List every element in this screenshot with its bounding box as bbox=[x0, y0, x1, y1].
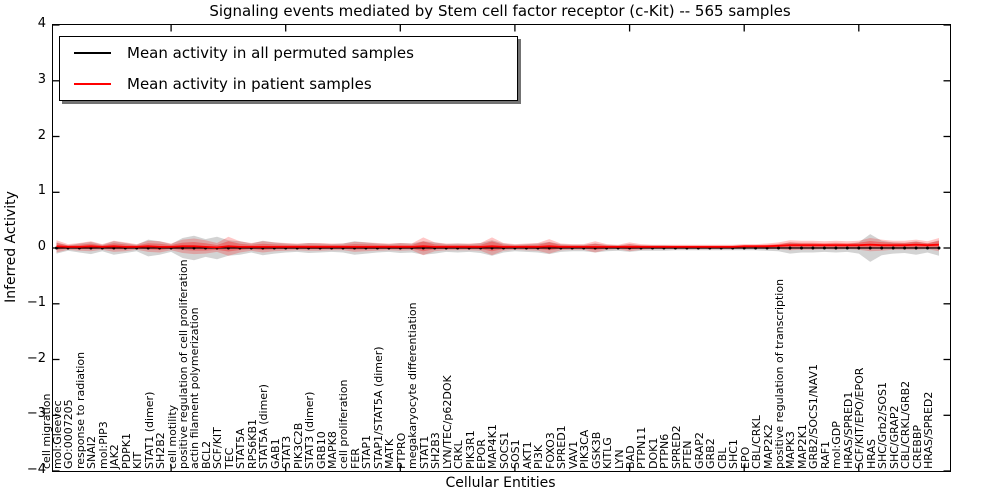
legend: Mean activity in all permuted samples Me… bbox=[59, 36, 518, 101]
data-point-marker bbox=[89, 246, 93, 250]
y-tick-label: −4 bbox=[26, 462, 46, 477]
data-point-marker bbox=[181, 246, 185, 250]
y-tick-label: 0 bbox=[37, 239, 46, 254]
data-point-marker bbox=[926, 246, 929, 250]
data-point-marker bbox=[112, 246, 116, 250]
x-tick-label: cell migration bbox=[39, 393, 53, 469]
y-tick-label: −3 bbox=[26, 406, 46, 422]
plot-area: cell migration mol:Gleevec GO:0007205 respo… bbox=[40, 24, 951, 472]
y-tick-label: 3 bbox=[37, 71, 46, 87]
permuted-line-swatch bbox=[74, 51, 111, 54]
y-tick-label: −1 bbox=[26, 294, 46, 310]
data-point-marker bbox=[421, 246, 425, 250]
data-point-marker bbox=[868, 246, 872, 250]
legend-item-patient: Mean activity in patient samples bbox=[60, 68, 517, 99]
data-point-marker bbox=[742, 246, 746, 250]
y-tick-label: 4 bbox=[37, 16, 46, 31]
y-tick-label: 1 bbox=[37, 183, 46, 199]
data-point-marker bbox=[845, 246, 849, 250]
data-point-marker bbox=[891, 246, 895, 250]
data-point-marker bbox=[788, 246, 792, 250]
data-point-marker bbox=[880, 246, 884, 250]
y-tick-label: −2 bbox=[26, 350, 46, 366]
data-point-marker bbox=[490, 246, 494, 250]
legend-label-permuted: Mean activity in all permuted samples bbox=[127, 43, 414, 62]
chart-title: Signaling events mediated by Stem cell f… bbox=[209, 2, 791, 20]
data-point-marker bbox=[903, 246, 907, 250]
patient-mean-line bbox=[56, 243, 940, 249]
legend-label-patient: Mean activity in patient samples bbox=[127, 74, 372, 93]
patient-line-swatch bbox=[74, 82, 111, 85]
data-point-marker bbox=[192, 246, 196, 250]
data-point-marker bbox=[811, 246, 815, 250]
data-point-marker bbox=[146, 246, 150, 250]
data-point-marker bbox=[914, 246, 918, 250]
data-point-marker bbox=[800, 246, 803, 250]
data-point-marker bbox=[822, 246, 826, 250]
data-point-marker bbox=[765, 246, 769, 250]
y-tick-label: 2 bbox=[37, 127, 46, 143]
x-axis-label: Cellular Entities bbox=[445, 475, 556, 491]
data-point-marker bbox=[777, 246, 780, 250]
data-point-marker bbox=[937, 246, 941, 250]
chart-canvas bbox=[53, 25, 950, 471]
data-point-marker bbox=[834, 246, 838, 250]
data-point-marker bbox=[547, 246, 551, 250]
data-point-marker bbox=[857, 246, 861, 250]
legend-item-permuted: Mean activity in all permuted samples bbox=[60, 37, 517, 68]
data-point-marker bbox=[754, 246, 758, 250]
